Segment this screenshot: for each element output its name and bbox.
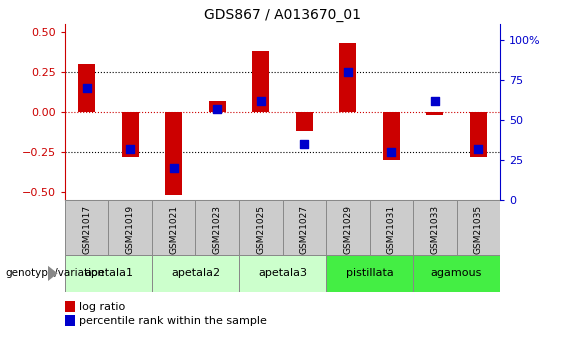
Point [343, 69, 353, 75]
Point [386, 149, 396, 155]
Bar [208, 101, 226, 112]
Bar [383, 112, 400, 160]
Point [212, 106, 221, 112]
Point [473, 146, 483, 152]
Bar [239, 255, 326, 292]
Text: percentile rank within the sample: percentile rank within the sample [79, 316, 267, 325]
Bar [78, 64, 95, 112]
Text: log ratio: log ratio [79, 302, 125, 312]
Point [82, 85, 92, 91]
Text: GSM21019: GSM21019 [126, 205, 134, 254]
Point [170, 165, 179, 171]
Text: GSM21035: GSM21035 [474, 205, 483, 254]
Bar [252, 51, 270, 112]
Bar [326, 200, 370, 255]
Text: apetala2: apetala2 [171, 268, 220, 278]
Text: genotype/variation: genotype/variation [6, 268, 105, 278]
Text: GSM21033: GSM21033 [431, 205, 439, 254]
Bar [65, 200, 108, 255]
Bar [339, 43, 357, 112]
Bar [65, 255, 152, 292]
Text: apetala3: apetala3 [258, 268, 307, 278]
Bar [152, 255, 239, 292]
Bar [470, 112, 487, 157]
Text: GSM21029: GSM21029 [344, 205, 352, 254]
Text: agamous: agamous [431, 268, 482, 278]
Bar [239, 200, 282, 255]
Bar [413, 200, 457, 255]
Text: GSM21021: GSM21021 [170, 205, 178, 254]
Text: GSM21027: GSM21027 [300, 205, 308, 254]
Bar [121, 112, 139, 157]
Bar [195, 200, 239, 255]
Bar [152, 200, 195, 255]
Text: apetala1: apetala1 [84, 268, 133, 278]
Text: GSM21023: GSM21023 [213, 205, 221, 254]
Point [431, 98, 440, 104]
Bar [426, 112, 444, 115]
Bar [165, 112, 182, 195]
Text: GSM21031: GSM21031 [387, 205, 396, 254]
Text: pistillata: pistillata [346, 268, 393, 278]
Bar [282, 200, 326, 255]
Point [126, 146, 135, 152]
Bar [295, 112, 313, 131]
Text: GSM21025: GSM21025 [257, 205, 265, 254]
Bar [413, 255, 500, 292]
Title: GDS867 / A013670_01: GDS867 / A013670_01 [204, 8, 361, 22]
Bar [108, 200, 152, 255]
Text: GSM21017: GSM21017 [82, 205, 91, 254]
Bar [457, 200, 500, 255]
Bar [326, 255, 413, 292]
Point [257, 98, 266, 104]
Point [299, 141, 308, 147]
Bar [370, 200, 413, 255]
